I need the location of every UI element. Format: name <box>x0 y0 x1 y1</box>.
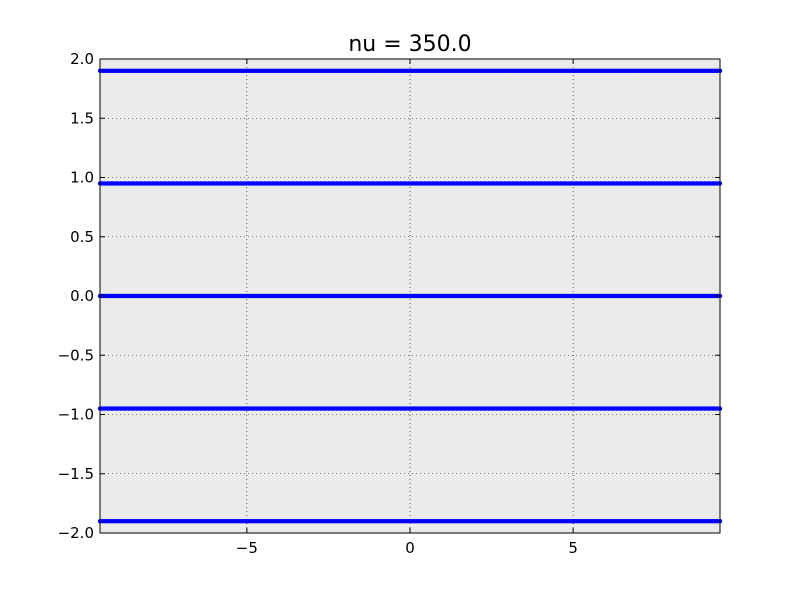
series-band <box>97 293 723 299</box>
y-tick-label: 1.5 <box>70 109 94 127</box>
axis-ticks: −5 0 5 −2.0 −1.5 −1.0 −0.5 0.0 0.5 1.0 1.5 2.0 <box>58 50 720 557</box>
data-series <box>97 68 723 524</box>
chart-title: nu = 350.0 <box>348 32 471 57</box>
y-tick-label: 1.0 <box>70 169 94 187</box>
y-tick-label: −2.0 <box>58 524 94 542</box>
y-tick-label: −0.5 <box>58 346 94 364</box>
y-tick-label: 0.5 <box>70 228 94 246</box>
y-tick-label: −1.0 <box>58 406 94 424</box>
x-tick-label: 5 <box>568 539 578 557</box>
series-band <box>97 68 723 74</box>
y-tick-label: 0.0 <box>70 287 94 305</box>
y-tick-label: −1.5 <box>58 465 94 483</box>
x-tick-label: −5 <box>236 539 258 557</box>
y-tick-label: 2.0 <box>70 50 94 68</box>
series-band <box>97 518 723 524</box>
x-tick-label: 0 <box>405 539 415 557</box>
series-band <box>97 181 723 186</box>
series-band <box>97 406 723 411</box>
